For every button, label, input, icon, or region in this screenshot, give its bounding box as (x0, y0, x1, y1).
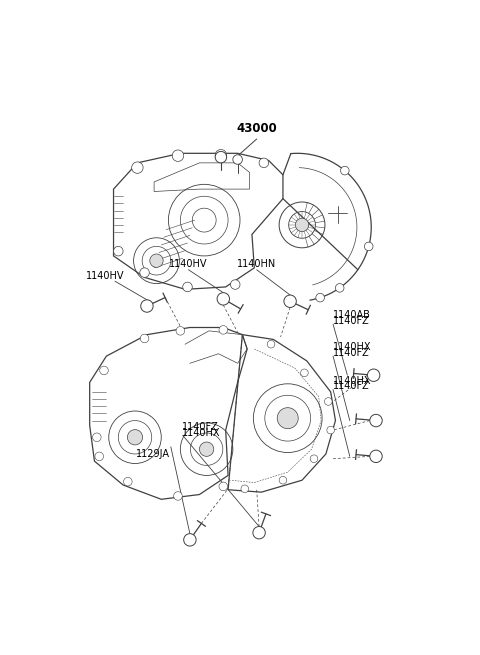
Circle shape (259, 158, 269, 168)
Circle shape (324, 398, 332, 405)
Circle shape (370, 450, 382, 462)
Circle shape (336, 284, 344, 292)
Circle shape (295, 218, 309, 232)
Text: 1140HV: 1140HV (86, 271, 125, 281)
Circle shape (277, 407, 298, 428)
Circle shape (174, 492, 182, 500)
Circle shape (176, 327, 185, 335)
Circle shape (184, 534, 196, 546)
Circle shape (172, 150, 184, 161)
Text: 1140FZ: 1140FZ (333, 381, 370, 392)
Circle shape (370, 415, 382, 427)
Text: 1140HX: 1140HX (182, 428, 220, 438)
Text: 1140FZ: 1140FZ (333, 348, 370, 358)
Circle shape (327, 426, 335, 434)
Circle shape (114, 246, 123, 256)
Circle shape (233, 155, 242, 164)
Text: 1140HX: 1140HX (333, 343, 372, 352)
Circle shape (150, 254, 163, 267)
Circle shape (141, 300, 153, 312)
Text: 1129JA: 1129JA (136, 449, 170, 459)
Text: 1140HV: 1140HV (169, 259, 208, 269)
Circle shape (316, 293, 324, 302)
Circle shape (140, 334, 149, 343)
Circle shape (241, 485, 249, 493)
Circle shape (340, 166, 349, 175)
Circle shape (123, 477, 132, 486)
Circle shape (284, 295, 296, 307)
Text: 1140FZ: 1140FZ (182, 422, 218, 432)
Circle shape (217, 293, 229, 305)
Circle shape (183, 282, 192, 291)
Circle shape (267, 341, 275, 348)
Text: 43000: 43000 (236, 122, 277, 135)
Circle shape (95, 452, 104, 460)
Circle shape (215, 151, 227, 163)
Circle shape (132, 162, 143, 174)
Circle shape (93, 433, 101, 441)
Circle shape (199, 442, 214, 457)
Circle shape (310, 455, 318, 462)
Circle shape (367, 369, 380, 381)
Text: 1140FZ: 1140FZ (333, 316, 370, 326)
Text: 1140HX: 1140HX (333, 376, 372, 386)
Circle shape (100, 366, 108, 375)
Text: 1140HN: 1140HN (237, 259, 276, 269)
Circle shape (219, 326, 228, 334)
Text: 1140AB: 1140AB (333, 310, 371, 320)
Circle shape (300, 369, 308, 377)
Circle shape (279, 476, 287, 484)
Circle shape (219, 482, 228, 491)
Circle shape (215, 149, 227, 161)
Circle shape (364, 242, 373, 251)
Circle shape (230, 280, 240, 290)
Circle shape (253, 527, 265, 539)
Circle shape (127, 430, 143, 445)
Circle shape (140, 268, 149, 277)
